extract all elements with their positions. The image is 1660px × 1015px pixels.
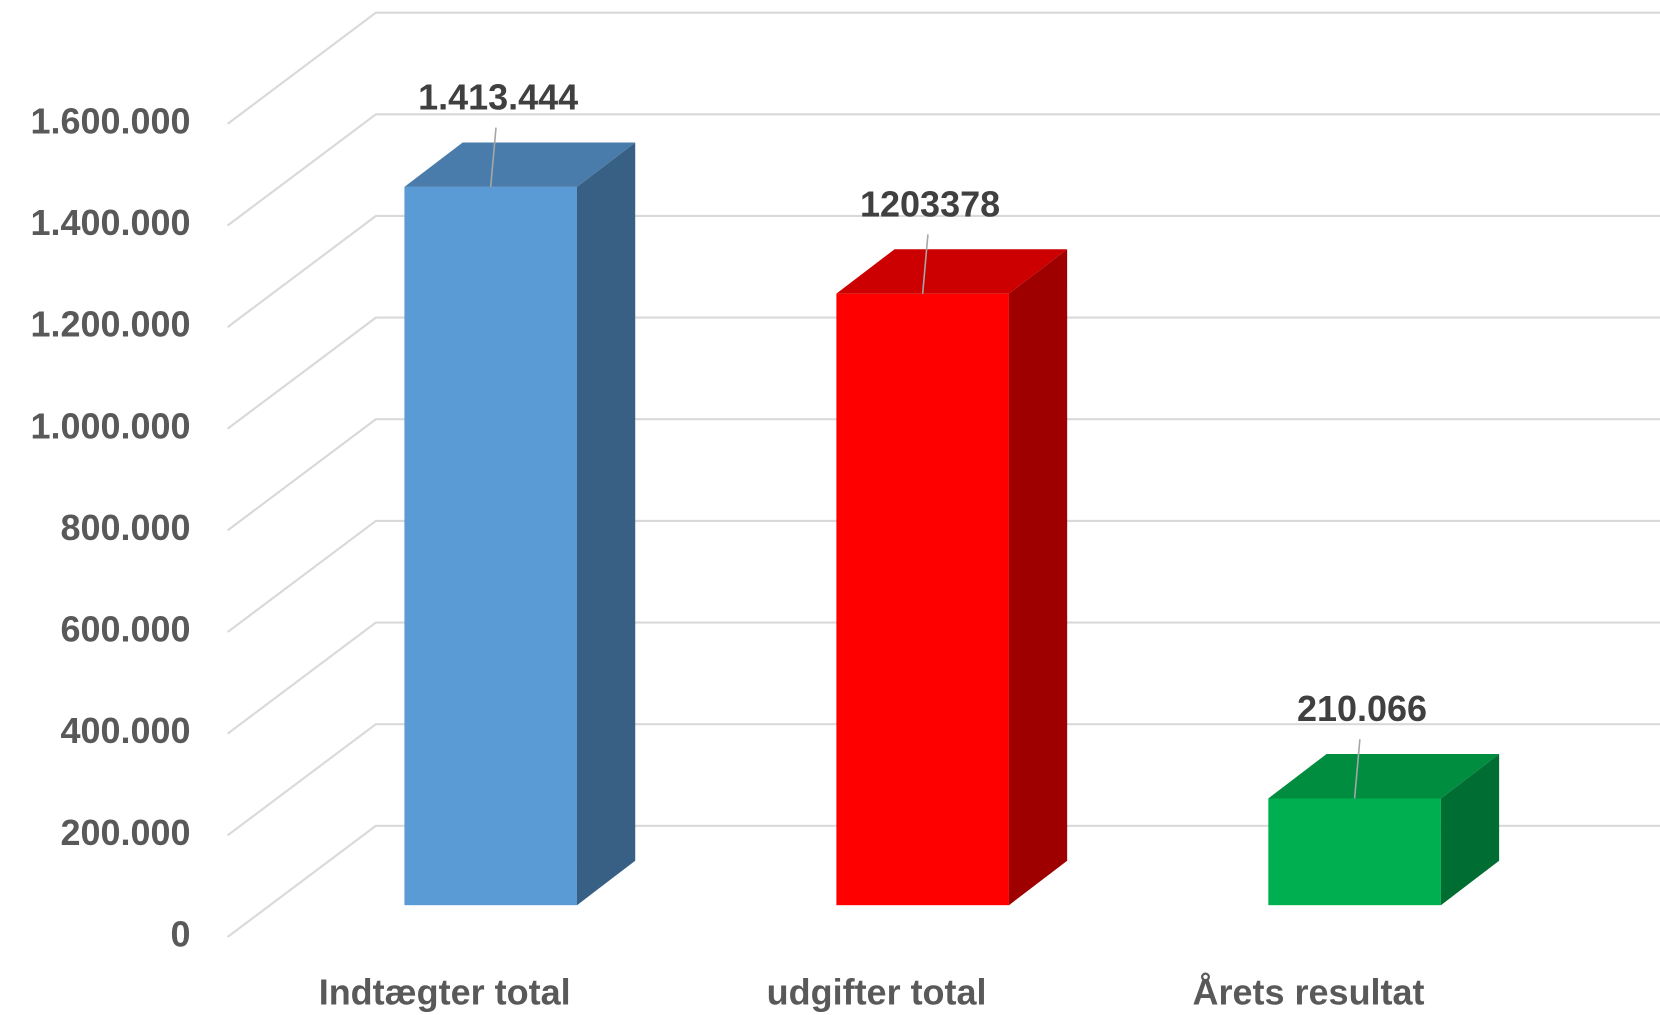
plot-area: 0 200.000 400.000 600.000 800.000 1.000.000 1.… (30, 11, 1660, 1013)
bar-top (836, 249, 1068, 294)
y-tick-label: 1.400.000 (30, 202, 190, 243)
y-tick-label: 800.000 (60, 507, 190, 548)
bar (1268, 798, 1441, 906)
bar (836, 293, 1009, 906)
leader-line (921, 234, 929, 294)
data-label: 210.066 (1297, 688, 1427, 729)
grid-line (226, 316, 1660, 430)
bar-top (404, 142, 636, 187)
x-tick-label: udgifter total (767, 972, 987, 1013)
grid-line (226, 113, 1660, 227)
y-tick-label: 1.200.000 (30, 304, 190, 345)
grid-line (226, 214, 1660, 328)
y-tick-label: 400.000 (60, 710, 190, 751)
grid-line (226, 11, 1660, 125)
data-label: 1203378 (860, 183, 1000, 224)
bar-top (1268, 753, 1500, 799)
bar-side (1008, 249, 1068, 906)
y-tick-label: 0 (171, 913, 191, 954)
y-tick-label: 200.000 (60, 812, 190, 853)
leader-line (489, 127, 497, 187)
bar-side (576, 142, 636, 906)
data-label: 1.413.444 (418, 77, 578, 118)
x-tick-label: Årets resultat (1193, 972, 1425, 1013)
bar-side (1440, 753, 1500, 906)
y-tick-label: 600.000 (60, 609, 190, 650)
grid-line (226, 824, 1660, 938)
y-tick-label: 1.000.000 (30, 405, 190, 446)
grid-line (226, 519, 1660, 633)
bar (404, 186, 577, 906)
grid-line (226, 418, 1660, 532)
x-tick-label: Indtægter total (319, 972, 571, 1013)
grid-line (226, 723, 1660, 837)
leader-line (1353, 739, 1361, 799)
y-tick-label: 1.600.000 (30, 100, 190, 141)
grid-line (226, 621, 1660, 735)
